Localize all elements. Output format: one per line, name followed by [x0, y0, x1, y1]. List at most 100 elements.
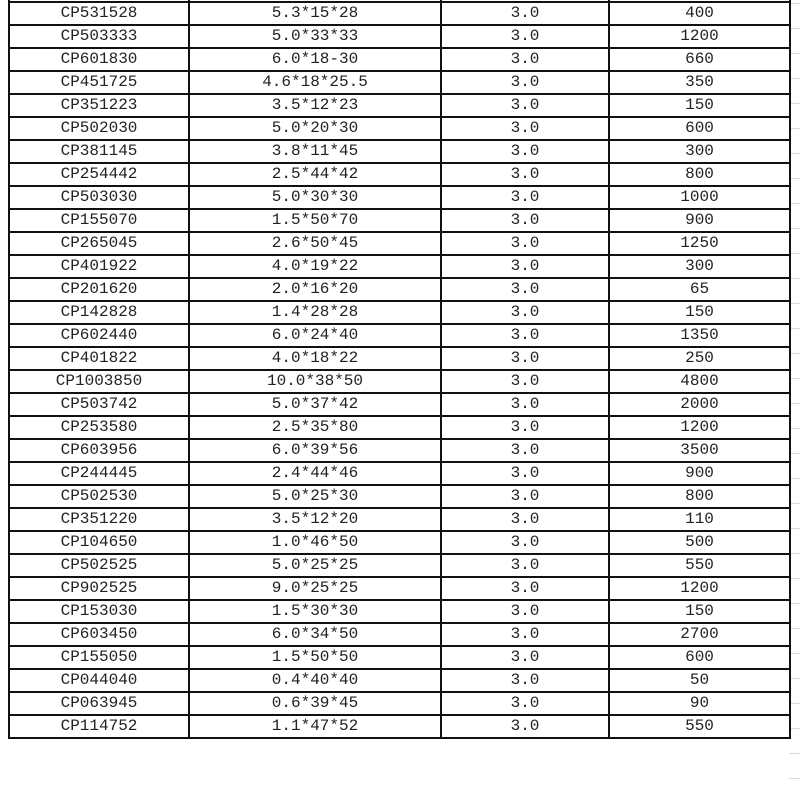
table-row: CP244445 2.4*44*46 3.0 900	[8, 461, 791, 486]
dimensions-cell: 5.0*20*30	[188, 116, 442, 141]
model-cell: CP253580	[8, 415, 190, 440]
model-cell: CP114752	[8, 714, 190, 739]
voltage-cell: 3.0	[440, 162, 610, 187]
model-cell: CP254442	[8, 162, 190, 187]
voltage-cell: 3.0	[440, 553, 610, 578]
model-cell: CP531528	[8, 1, 190, 26]
table-row: CP602440 6.0*24*40 3.0 1350	[8, 323, 791, 348]
dimensions-cell: 5.0*37*42	[188, 392, 442, 417]
capacity-cell: 900	[608, 461, 791, 486]
capacity-cell: 2700	[608, 622, 791, 647]
table-row: CP503742 5.0*37*42 3.0 2000	[8, 392, 791, 417]
dimensions-cell: 6.0*24*40	[188, 323, 442, 348]
capacity-cell: 1200	[608, 24, 791, 49]
model-cell: CP201620	[8, 277, 190, 302]
table-row: CP201620 2.0*16*20 3.0 65	[8, 277, 791, 302]
table-row: CP254442 2.5*44*42 3.0 800	[8, 162, 791, 187]
capacity-cell: 1200	[608, 415, 791, 440]
table-row: CP351220 3.5*12*20 3.0 110	[8, 507, 791, 532]
table-row: CP114752 1.1*47*52 3.0 550	[8, 714, 791, 739]
table-row: CP603956 6.0*39*56 3.0 3500	[8, 438, 791, 463]
model-cell: CP902525	[8, 576, 190, 601]
table-row: CP902525 9.0*25*25 3.0 1200	[8, 576, 791, 601]
model-cell: CP603956	[8, 438, 190, 463]
capacity-cell: 1000	[608, 185, 791, 210]
dimensions-cell: 6.0*34*50	[188, 622, 442, 647]
model-cell: CP503333	[8, 24, 190, 49]
voltage-cell: 3.0	[440, 415, 610, 440]
table-row: CP401922 4.0*19*22 3.0 300	[8, 254, 791, 279]
voltage-cell: 3.0	[440, 622, 610, 647]
table-row: CP155050 1.5*50*50 3.0 600	[8, 645, 791, 670]
capacity-cell: 3500	[608, 438, 791, 463]
dimensions-cell: 10.0*38*50	[188, 369, 442, 394]
voltage-cell: 3.0	[440, 116, 610, 141]
table-row: CP502030 5.0*20*30 3.0 600	[8, 116, 791, 141]
voltage-cell: 3.0	[440, 24, 610, 49]
capacity-cell: 900	[608, 208, 791, 233]
voltage-cell: 3.0	[440, 599, 610, 624]
capacity-cell: 150	[608, 93, 791, 118]
model-cell: CP142828	[8, 300, 190, 325]
model-cell: CP155070	[8, 208, 190, 233]
model-cell: CP401822	[8, 346, 190, 371]
table-row: CP142828 1.4*28*28 3.0 150	[8, 300, 791, 325]
table-row: CP601830 6.0*18-30 3.0 660	[8, 47, 791, 72]
voltage-cell: 3.0	[440, 530, 610, 555]
table-row: CP531528 5.3*15*28 3.0 400	[8, 1, 791, 26]
dimensions-cell: 6.0*18-30	[188, 47, 442, 72]
model-cell: CP155050	[8, 645, 190, 670]
capacity-cell: 550	[608, 714, 791, 739]
voltage-cell: 3.0	[440, 277, 610, 302]
dimensions-cell: 0.6*39*45	[188, 691, 442, 716]
capacity-cell: 110	[608, 507, 791, 532]
dimensions-cell: 9.0*25*25	[188, 576, 442, 601]
model-cell: CP603450	[8, 622, 190, 647]
table-row: CP381145 3.8*11*45 3.0 300	[8, 139, 791, 164]
voltage-cell: 3.0	[440, 139, 610, 164]
model-cell: CP063945	[8, 691, 190, 716]
model-cell: CP381145	[8, 139, 190, 164]
capacity-cell: 150	[608, 300, 791, 325]
product-spec-table: CP531528 5.3*15*28 3.0 400 CP503333 5.0*33*33…	[8, 0, 791, 739]
dimensions-cell: 2.6*50*45	[188, 231, 442, 256]
model-cell: CP401922	[8, 254, 190, 279]
model-cell: CP244445	[8, 461, 190, 486]
voltage-cell: 3.0	[440, 346, 610, 371]
capacity-cell: 1200	[608, 576, 791, 601]
voltage-cell: 3.0	[440, 254, 610, 279]
capacity-cell: 300	[608, 254, 791, 279]
voltage-cell: 3.0	[440, 208, 610, 233]
capacity-cell: 600	[608, 645, 791, 670]
dimensions-cell: 1.5*50*50	[188, 645, 442, 670]
capacity-cell: 800	[608, 162, 791, 187]
dimensions-cell: 1.0*46*50	[188, 530, 442, 555]
table-row: CP265045 2.6*50*45 3.0 1250	[8, 231, 791, 256]
voltage-cell: 3.0	[440, 507, 610, 532]
table-row: CP502525 5.0*25*25 3.0 550	[8, 553, 791, 578]
table-row: CP253580 2.5*35*80 3.0 1200	[8, 415, 791, 440]
table-row: CP503030 5.0*30*30 3.0 1000	[8, 185, 791, 210]
model-cell: CP602440	[8, 323, 190, 348]
capacity-cell: 300	[608, 139, 791, 164]
capacity-cell: 250	[608, 346, 791, 371]
model-cell: CP503742	[8, 392, 190, 417]
dimensions-cell: 2.4*44*46	[188, 461, 442, 486]
dimensions-cell: 1.1*47*52	[188, 714, 442, 739]
capacity-cell: 600	[608, 116, 791, 141]
table-body: CP531528 5.3*15*28 3.0 400 CP503333 5.0*33*33…	[8, 0, 791, 739]
dimensions-cell: 3.5*12*23	[188, 93, 442, 118]
model-cell: CP153030	[8, 599, 190, 624]
voltage-cell: 3.0	[440, 668, 610, 693]
dimensions-cell: 1.5*50*70	[188, 208, 442, 233]
table-row: CP503333 5.0*33*33 3.0 1200	[8, 24, 791, 49]
capacity-cell: 400	[608, 1, 791, 26]
voltage-cell: 3.0	[440, 1, 610, 26]
voltage-cell: 3.0	[440, 576, 610, 601]
voltage-cell: 3.0	[440, 231, 610, 256]
capacity-cell: 2000	[608, 392, 791, 417]
dimensions-cell: 5.0*25*25	[188, 553, 442, 578]
model-cell: CP502030	[8, 116, 190, 141]
dimensions-cell: 4.6*18*25.5	[188, 70, 442, 95]
dimensions-cell: 3.8*11*45	[188, 139, 442, 164]
